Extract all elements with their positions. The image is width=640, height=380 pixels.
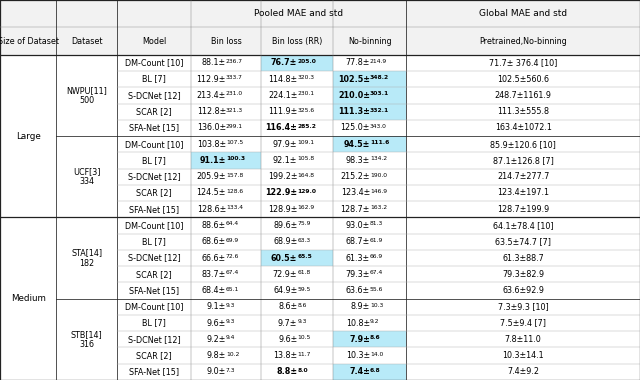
Text: STB[14]
316: STB[14] 316 — [71, 329, 102, 349]
Text: 112.9±: 112.9± — [196, 74, 226, 84]
Text: 63.3: 63.3 — [298, 238, 310, 243]
Text: 162.9: 162.9 — [298, 205, 314, 210]
Text: 109.1: 109.1 — [298, 140, 314, 145]
Text: Medium: Medium — [11, 294, 45, 303]
Text: 83.7±: 83.7± — [202, 270, 226, 279]
Text: 9.8±: 9.8± — [207, 351, 226, 360]
Text: 88.1±: 88.1± — [202, 59, 226, 67]
Text: SCAR [2]: SCAR [2] — [136, 188, 172, 198]
Text: 79.3±82.9: 79.3±82.9 — [502, 270, 544, 279]
Text: S-DCNet [12]: S-DCNet [12] — [127, 253, 180, 263]
Text: 55.6: 55.6 — [370, 287, 383, 291]
Text: 124.5±: 124.5± — [196, 188, 226, 198]
Text: 125.0±: 125.0± — [340, 124, 370, 132]
Text: 9.3: 9.3 — [226, 303, 236, 308]
Text: 61.8: 61.8 — [298, 270, 310, 275]
Text: 63.5±74.7 [7]: 63.5±74.7 [7] — [495, 237, 551, 246]
Text: 89.6±: 89.6± — [273, 221, 298, 230]
Polygon shape — [406, 0, 640, 27]
Text: 7.4±: 7.4± — [349, 367, 370, 376]
Text: Dataset: Dataset — [71, 36, 102, 46]
Text: 9.7±: 9.7± — [278, 318, 298, 328]
Text: Pooled MAE and std: Pooled MAE and std — [254, 9, 343, 18]
Text: 10.2: 10.2 — [226, 352, 239, 356]
Text: 231.0: 231.0 — [226, 91, 243, 97]
Text: 10.3: 10.3 — [370, 303, 383, 308]
Text: 136.0±: 136.0± — [196, 124, 226, 132]
Text: BL [7]: BL [7] — [142, 318, 166, 328]
Text: 128.6±: 128.6± — [196, 205, 226, 214]
Text: 10.5: 10.5 — [298, 335, 310, 340]
Text: 214.7±277.7: 214.7±277.7 — [497, 172, 549, 181]
Text: 87.1±126.8 [7]: 87.1±126.8 [7] — [493, 156, 554, 165]
Text: 320.3: 320.3 — [298, 75, 314, 80]
Text: 128.6: 128.6 — [226, 189, 243, 194]
Text: 9.0±: 9.0± — [207, 367, 226, 376]
Text: 64.9±: 64.9± — [273, 286, 298, 295]
Text: DM-Count [10]: DM-Count [10] — [125, 59, 183, 67]
Text: 9.4: 9.4 — [226, 335, 236, 340]
Text: 163.2: 163.2 — [370, 205, 387, 210]
Text: 9.6±: 9.6± — [278, 335, 298, 344]
Text: 81.3: 81.3 — [370, 222, 383, 226]
Text: 7.3±9.3 [10]: 7.3±9.3 [10] — [498, 302, 548, 311]
Text: SFA-Net [15]: SFA-Net [15] — [129, 367, 179, 376]
Text: 134.2: 134.2 — [370, 157, 387, 162]
Text: 97.9±: 97.9± — [273, 140, 298, 149]
Text: 9.2: 9.2 — [370, 319, 380, 324]
Text: SFA-Net [15]: SFA-Net [15] — [129, 286, 179, 295]
Polygon shape — [333, 364, 406, 380]
Text: Size of Dataset: Size of Dataset — [0, 36, 59, 46]
Text: 7.9±: 7.9± — [349, 335, 370, 344]
Text: 66.6±: 66.6± — [202, 253, 226, 263]
Text: 107.5: 107.5 — [226, 140, 243, 145]
Text: 163.4±1072.1: 163.4±1072.1 — [495, 124, 552, 132]
Text: 112.8±: 112.8± — [196, 107, 226, 116]
Text: SCAR [2]: SCAR [2] — [136, 351, 172, 360]
Text: 133.4: 133.4 — [226, 205, 243, 210]
Text: 10.8±: 10.8± — [346, 318, 370, 328]
Text: 63.6±: 63.6± — [346, 286, 370, 295]
Text: Large: Large — [16, 131, 40, 141]
Text: No-binning: No-binning — [348, 36, 392, 46]
Text: 79.3±: 79.3± — [346, 270, 370, 279]
Text: 325.6: 325.6 — [298, 108, 314, 112]
Text: 67.4: 67.4 — [226, 270, 239, 275]
Text: 7.8±11.0: 7.8±11.0 — [505, 335, 541, 344]
Text: 60.5±: 60.5± — [271, 253, 298, 263]
Text: 285.2: 285.2 — [298, 124, 316, 129]
Text: 91.1±: 91.1± — [200, 156, 226, 165]
Text: 98.3±: 98.3± — [346, 156, 370, 165]
Text: 64.4: 64.4 — [226, 222, 239, 226]
Text: 61.3±88.7: 61.3±88.7 — [502, 253, 544, 263]
Text: BL [7]: BL [7] — [142, 156, 166, 165]
Text: 111.3±: 111.3± — [338, 107, 370, 116]
Text: 114.8±: 114.8± — [268, 74, 298, 84]
Text: 9.2±: 9.2± — [207, 335, 226, 344]
Text: S-DCNet [12]: S-DCNet [12] — [127, 91, 180, 100]
Text: 7.5±9.4 [7]: 7.5±9.4 [7] — [500, 318, 546, 328]
Polygon shape — [191, 0, 406, 27]
Text: 111.6: 111.6 — [370, 140, 389, 145]
Text: 61.9: 61.9 — [370, 238, 383, 243]
Text: Bin loss: Bin loss — [211, 36, 241, 46]
Text: 65.5: 65.5 — [298, 254, 312, 259]
Text: 299.1: 299.1 — [226, 124, 243, 129]
Polygon shape — [0, 0, 640, 55]
Text: 8.6: 8.6 — [298, 303, 307, 308]
Text: 63.6±92.9: 63.6±92.9 — [502, 286, 544, 295]
Text: 72.6: 72.6 — [226, 254, 239, 259]
Text: 69.9: 69.9 — [226, 238, 239, 243]
Text: 68.9±: 68.9± — [273, 237, 298, 246]
Text: Global MAE and std: Global MAE and std — [479, 9, 567, 18]
Text: 190.0: 190.0 — [370, 173, 387, 178]
Text: 68.4±: 68.4± — [202, 286, 226, 295]
Text: 321.3: 321.3 — [226, 108, 243, 112]
Text: S-DCNet [12]: S-DCNet [12] — [127, 172, 180, 181]
Text: STA[14]
182: STA[14] 182 — [71, 248, 102, 268]
Text: 66.9: 66.9 — [370, 254, 383, 259]
Text: SCAR [2]: SCAR [2] — [136, 270, 172, 279]
Text: 71.7± 376.4 [10]: 71.7± 376.4 [10] — [489, 59, 557, 67]
Text: 123.4±197.1: 123.4±197.1 — [497, 188, 549, 198]
Text: 9.3: 9.3 — [298, 319, 307, 324]
